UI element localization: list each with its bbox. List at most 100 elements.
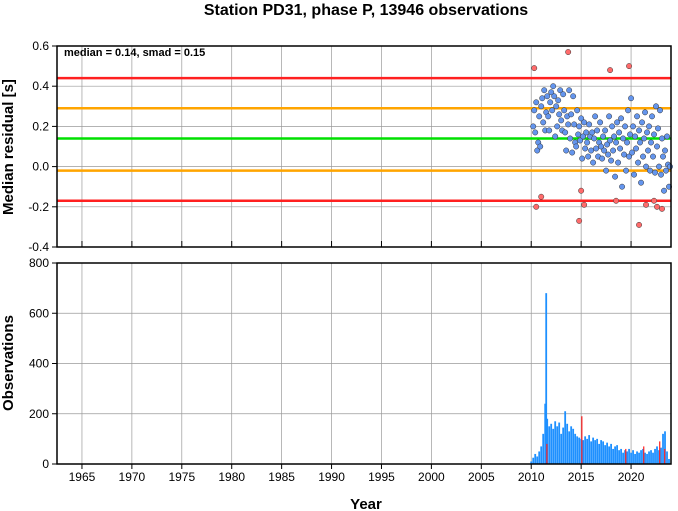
residual-point (606, 113, 613, 120)
residual-point (565, 49, 572, 55)
residual-point (566, 87, 573, 94)
residual-point (629, 149, 636, 156)
observation-bar (538, 451, 541, 464)
observation-bar (643, 446, 645, 464)
residual-point (574, 107, 581, 114)
observation-bar (572, 428, 575, 464)
residual-point (604, 141, 611, 148)
year-x-tick-label: 1965 (69, 470, 96, 484)
residual-point (613, 139, 620, 146)
observation-bar (642, 448, 644, 464)
observation-bar (566, 423, 569, 464)
observation-bar (630, 452, 632, 464)
residual-point (589, 129, 596, 136)
residual-point (640, 153, 646, 160)
residual-point (578, 115, 585, 122)
residual-point (550, 83, 557, 90)
observation-bar (540, 446, 543, 464)
residual-point (541, 87, 548, 94)
residual-point (635, 159, 642, 166)
observation-bar (544, 403, 547, 464)
observation-bar (666, 451, 668, 464)
residual-point (655, 125, 661, 132)
observation-bar (592, 437, 595, 464)
residual-point (623, 167, 630, 174)
observation-bar (638, 452, 640, 464)
residual-point (552, 133, 559, 140)
residual-point (576, 217, 583, 224)
residual-point (641, 135, 647, 142)
year-x-tick-label: 2010 (518, 470, 545, 484)
observation-bar (604, 445, 607, 464)
residual-point (636, 221, 643, 228)
residual-point (626, 153, 633, 160)
residual-y-tick-label: -0.2 (28, 200, 49, 214)
residual-point (600, 133, 607, 140)
observation-bar (590, 441, 593, 464)
residual-point (546, 127, 553, 134)
residual-point (590, 159, 597, 166)
residual-point (549, 107, 556, 114)
residual-plot: -0.4 -0.2 0.0 0.2 0.4 0.6 median = 0.14, smad… (0, 39, 673, 254)
observation-bar (534, 453, 537, 464)
residual-point (602, 127, 609, 134)
residual-point (653, 103, 659, 110)
residual-point (664, 133, 670, 140)
residual-point (608, 157, 615, 164)
residual-point (547, 99, 554, 106)
residual-point (610, 147, 617, 154)
observation-bar (660, 447, 662, 464)
observations-y-tick-label: 0 (42, 457, 49, 471)
residual-point (636, 127, 643, 134)
residual-point (531, 107, 538, 114)
residual-point (548, 89, 555, 96)
residual-point (645, 147, 651, 154)
observation-bar (602, 441, 605, 464)
residual-point (540, 119, 547, 126)
residual-point (642, 109, 648, 116)
residual-point (661, 187, 667, 194)
residual-point (554, 123, 561, 130)
residual-point (577, 137, 584, 144)
observations-y-tick-label: 800 (29, 256, 49, 270)
residual-point (532, 129, 539, 136)
residual-point (580, 133, 587, 140)
residual-point (648, 139, 654, 146)
residual-y-tick-label: 0.6 (32, 39, 49, 53)
observation-bar (564, 411, 567, 464)
residual-point (625, 107, 632, 114)
residual-point (650, 153, 656, 160)
observation-bar (600, 440, 603, 464)
observation-bar (668, 458, 670, 464)
residual-point (563, 147, 570, 154)
year-x-tick-label: 1975 (168, 470, 195, 484)
residual-point (578, 187, 585, 194)
year-x-tick-label: 1985 (268, 470, 295, 484)
observation-bar (658, 450, 660, 464)
residual-point (533, 99, 540, 106)
observation-bar (610, 443, 612, 464)
observation-bar (580, 438, 583, 464)
observation-bar (578, 437, 581, 464)
residual-point (568, 111, 575, 118)
residual-point (570, 93, 577, 100)
observation-bar (632, 450, 634, 464)
observation-bar (556, 426, 559, 464)
residual-point (598, 143, 605, 150)
year-x-tick-label: 1980 (218, 470, 245, 484)
observation-bar (622, 452, 624, 464)
residual-point (651, 131, 657, 138)
residual-point (657, 107, 663, 114)
residual-point (531, 65, 538, 72)
residual-point (663, 167, 669, 174)
observations-y-label: Observations (0, 315, 17, 411)
residual-point (530, 123, 537, 130)
observation-bar (560, 433, 563, 464)
observation-bar (542, 433, 545, 464)
residual-point (644, 129, 650, 136)
residual-point (613, 197, 620, 204)
residual-point (545, 113, 552, 120)
residual-point (551, 93, 558, 100)
year-x-label: Year (350, 496, 382, 511)
